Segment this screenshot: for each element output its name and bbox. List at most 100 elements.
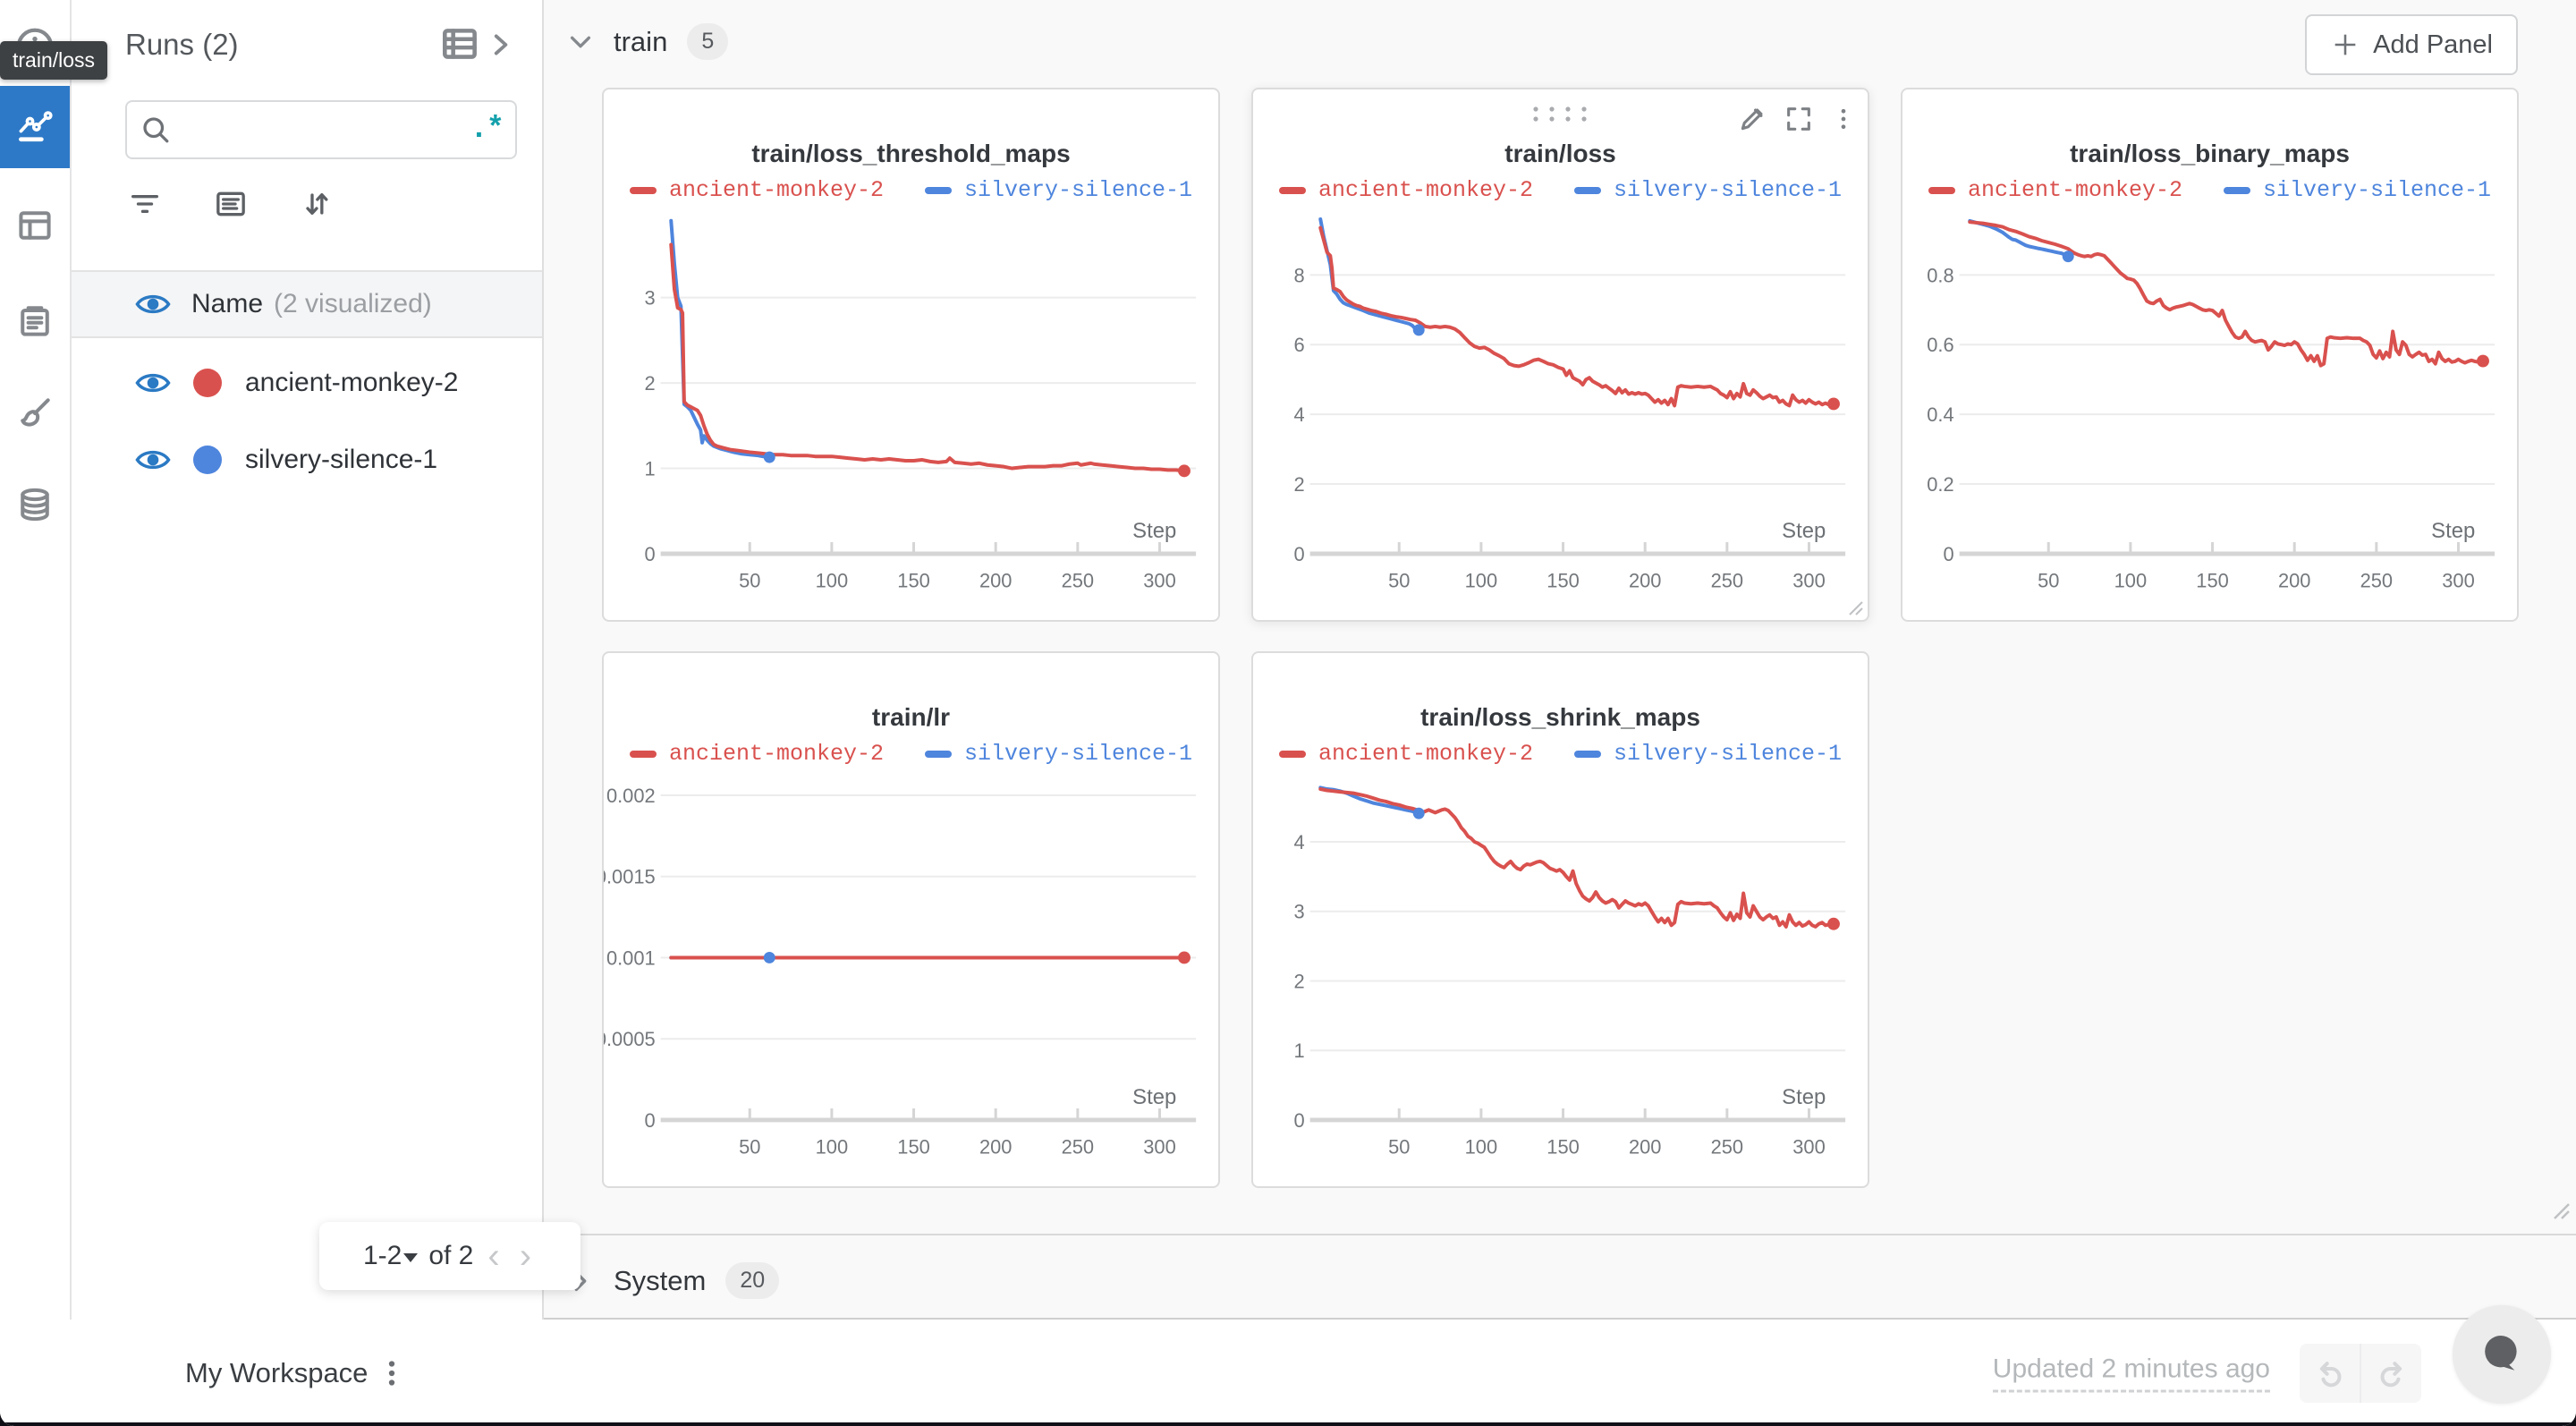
undo-redo-group: [2300, 1343, 2421, 1403]
panel-title: train/loss_threshold_maps: [751, 140, 1071, 167]
legend-label: silvery-silence-1: [2263, 177, 2492, 203]
runs-panel-title: Runs (2): [125, 28, 239, 61]
svg-text:4: 4: [1293, 831, 1304, 853]
plus-icon: [2334, 34, 2356, 55]
page-range-dropdown[interactable]: 1-2: [363, 1241, 419, 1271]
legend-item[interactable]: silvery-silence-1: [1574, 177, 1842, 203]
legend-label: silvery-silence-1: [1614, 177, 1843, 203]
legend-item[interactable]: silvery-silence-1: [1574, 741, 1842, 767]
chart-plot[interactable]: 1 2 3 4 0 50 100 150 200 250 300 Step: [1253, 653, 1868, 1187]
add-panel-button[interactable]: Add Panel: [2305, 14, 2518, 75]
sidebar-item-database[interactable]: [0, 478, 70, 531]
svg-text:0.0005: 0.0005: [604, 1028, 656, 1050]
runs-table-icon[interactable]: [438, 22, 483, 67]
panel-legend: ancient-monkey-2 silvery-silence-1: [604, 741, 1218, 767]
legend-label: ancient-monkey-2: [1318, 741, 1533, 767]
svg-text:250: 250: [1062, 1136, 1094, 1159]
runs-list-header-label: Name: [191, 289, 264, 318]
svg-text:300: 300: [1143, 570, 1175, 592]
runs-list-header[interactable]: Name (2 visualized): [72, 270, 542, 338]
main-area: train 5 Add Panel train/loss_threshold_m…: [544, 0, 2576, 1320]
svg-text:50: 50: [2038, 570, 2059, 592]
legend-swatch: [629, 750, 657, 758]
svg-text:50: 50: [1388, 1136, 1410, 1159]
chart-panel: train/loss_shrink_maps ancient-monkey-2 s…: [1251, 651, 1869, 1188]
svg-text:0: 0: [1943, 543, 1953, 565]
section-train-label: train: [614, 25, 668, 57]
svg-text:100: 100: [1465, 570, 1497, 592]
window-bottom-edge: [0, 1422, 2576, 1426]
svg-text:3: 3: [644, 287, 655, 310]
filter-icon[interactable]: [127, 186, 163, 222]
sidebar-item-charts[interactable]: [0, 86, 70, 168]
run-visibility-eye-icon[interactable]: [134, 364, 172, 402]
regex-toggle-icon[interactable]: .*: [470, 113, 504, 147]
legend-item[interactable]: ancient-monkey-2: [1278, 177, 1533, 203]
svg-text:3: 3: [1293, 901, 1304, 923]
svg-text:150: 150: [897, 570, 929, 592]
bottom-bar: My Workspace Updated 2 minutes ago: [0, 1305, 2576, 1426]
chart-plot[interactable]: 0.2 0.4 0.6 0.8 0 50 100 150 200 250 300 Step: [1902, 89, 2517, 621]
legend-item[interactable]: silvery-silence-1: [925, 177, 1192, 203]
prev-page-icon[interactable]: ‹: [487, 1236, 500, 1276]
section-train-header[interactable]: train 5: [567, 23, 729, 60]
svg-text:200: 200: [1629, 1136, 1661, 1159]
sidebar-item-table[interactable]: [0, 199, 70, 252]
panel-title: train/loss_binary_maps: [2070, 140, 2350, 167]
legend-item[interactable]: ancient-monkey-2: [1278, 741, 1533, 767]
sidebar-item-brush[interactable]: [0, 386, 70, 440]
expand-runs-icon[interactable]: [485, 30, 515, 60]
run-row[interactable]: silvery-silence-1: [72, 420, 542, 499]
legend-label: silvery-silence-1: [1614, 741, 1843, 767]
drag-handle-icon[interactable]: [1527, 102, 1595, 125]
undo-button[interactable]: [2300, 1344, 2360, 1403]
svg-text:0: 0: [644, 543, 655, 565]
section-system-header[interactable]: System 20: [567, 1262, 780, 1299]
svg-text:0.0015: 0.0015: [604, 866, 656, 888]
chart-plot[interactable]: 2 4 6 8 0 50 100 150 200 250 300 Step: [1253, 89, 1868, 621]
panel-resize-handle[interactable]: [1844, 597, 1864, 616]
section-train-count: 5: [687, 23, 729, 60]
legend-item[interactable]: ancient-monkey-2: [629, 177, 884, 203]
svg-text:Step: Step: [2431, 519, 2475, 543]
panel-legend: ancient-monkey-2 silvery-silence-1: [1253, 177, 1868, 203]
svg-text:150: 150: [897, 1136, 929, 1159]
legend-label: ancient-monkey-2: [668, 741, 884, 767]
run-row[interactable]: ancient-monkey-2: [72, 344, 542, 422]
svg-text:2: 2: [644, 372, 655, 395]
next-page-icon[interactable]: ›: [519, 1236, 532, 1276]
chat-bubble-button[interactable]: [2453, 1305, 2551, 1404]
run-name[interactable]: silvery-silence-1: [245, 445, 438, 474]
svg-text:50: 50: [739, 570, 760, 592]
panel-menu-icon[interactable]: [1830, 106, 1857, 132]
redo-button[interactable]: [2360, 1343, 2421, 1403]
svg-text:200: 200: [1629, 570, 1661, 592]
section-resize-handle[interactable]: [2547, 1197, 2571, 1220]
panel-legend: ancient-monkey-2 silvery-silence-1: [604, 177, 1218, 203]
legend-item[interactable]: silvery-silence-1: [925, 741, 1192, 767]
chart-plot[interactable]: 1 2 3 0 50 100 150 200 250 300 Step: [604, 89, 1218, 621]
legend-swatch: [1278, 186, 1306, 194]
run-visibility-eye-icon[interactable]: [134, 441, 172, 479]
sort-icon[interactable]: [299, 186, 335, 222]
legend-item[interactable]: ancient-monkey-2: [629, 741, 884, 767]
svg-text:2: 2: [1293, 473, 1304, 496]
workspace-menu-icon[interactable]: [376, 1357, 408, 1389]
visibility-all-eye-icon[interactable]: [134, 285, 172, 323]
legend-item[interactable]: ancient-monkey-2: [1928, 177, 2182, 203]
section-system: System 20: [544, 1234, 2576, 1320]
legend-swatch: [1574, 750, 1601, 758]
edit-panel-icon[interactable]: [1737, 104, 1767, 134]
chart-plot[interactable]: 0.0005 0.001 0.0015 0.002 0 50 100 150 200 250 300…: [604, 653, 1218, 1187]
group-icon[interactable]: [213, 186, 249, 222]
sidebar-item-logs[interactable]: [0, 293, 70, 347]
run-name[interactable]: ancient-monkey-2: [245, 368, 459, 397]
legend-item[interactable]: silvery-silence-1: [2224, 177, 2491, 203]
svg-text:6: 6: [1293, 334, 1304, 356]
svg-text:0.8: 0.8: [1927, 264, 1953, 286]
page-total: of 2: [428, 1241, 474, 1270]
search-input[interactable]: [181, 115, 470, 145]
svg-text:150: 150: [1546, 570, 1579, 592]
fullscreen-icon[interactable]: [1784, 104, 1814, 134]
